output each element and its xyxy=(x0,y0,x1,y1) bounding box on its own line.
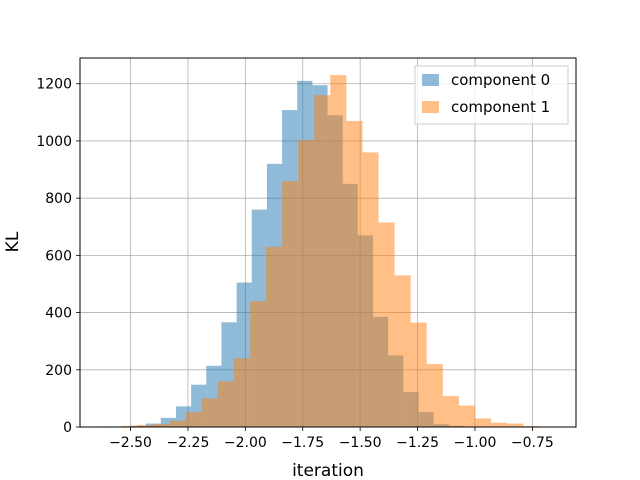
histogram-bar xyxy=(169,420,186,427)
series-component-1 xyxy=(121,75,540,428)
histogram-bar xyxy=(185,412,202,427)
y-tick-label: 200 xyxy=(45,363,72,379)
y-tick-label: 1200 xyxy=(36,77,72,93)
y-tick-label: 1000 xyxy=(36,134,72,150)
histogram-bar xyxy=(474,418,492,427)
legend-label-component-0: component 0 xyxy=(451,71,550,89)
y-tick-label: 800 xyxy=(45,191,72,207)
legend-box xyxy=(414,65,569,125)
histogram-bar xyxy=(153,424,170,427)
y-tick-label: 0 xyxy=(63,420,72,436)
y-tick-label: 600 xyxy=(45,248,72,264)
histogram-bar xyxy=(491,422,508,427)
histogram-bar xyxy=(298,140,315,428)
axis-ticks: −2.50 −2.25 −2.00 −1.75 −1.50 −1.25 −1.00 −0.75… xyxy=(36,77,553,451)
x-tick-label: −2.25 xyxy=(166,435,209,451)
histogram-bar xyxy=(160,417,176,427)
histogram-bar xyxy=(394,275,411,427)
y-tick-label: 400 xyxy=(45,306,72,322)
histogram-bar xyxy=(137,424,154,427)
x-tick-label: −1.25 xyxy=(396,435,439,451)
x-tick-label: −2.50 xyxy=(109,435,152,451)
histogram-bar xyxy=(362,152,379,427)
histogram-bar xyxy=(233,358,250,427)
histogram-bar xyxy=(217,381,234,427)
histogram-bar xyxy=(378,222,395,427)
legend-swatch-component-1 xyxy=(422,101,439,113)
histogram-bars xyxy=(100,75,540,428)
y-axis-label: KL xyxy=(3,231,23,252)
x-tick-label: −1.50 xyxy=(339,435,382,451)
legend-swatch-component-0 xyxy=(422,74,439,86)
legend: component 0 component 1 xyxy=(414,65,569,125)
histogram-bar xyxy=(314,95,331,428)
histogram-bar xyxy=(330,75,347,428)
x-tick-label: −1.00 xyxy=(454,435,497,451)
histogram-bar xyxy=(282,181,299,427)
histogram-bar xyxy=(507,423,524,427)
x-axis-label: iteration xyxy=(292,461,364,480)
x-tick-label: −0.75 xyxy=(511,435,554,451)
histogram-bar xyxy=(249,301,266,427)
histogram-bar xyxy=(442,396,459,427)
histogram-bar xyxy=(266,246,283,427)
histogram-bar xyxy=(410,322,427,427)
histogram-bar xyxy=(121,425,138,427)
histogram-bar xyxy=(346,120,363,427)
histogram-bar xyxy=(426,364,443,427)
histogram-bar xyxy=(201,398,218,427)
x-tick-label: −1.75 xyxy=(281,435,324,451)
histogram-bar xyxy=(458,405,475,427)
legend-label-component-1: component 1 xyxy=(451,98,550,116)
x-tick-label: −2.00 xyxy=(224,435,267,451)
plot-frame xyxy=(79,57,577,428)
